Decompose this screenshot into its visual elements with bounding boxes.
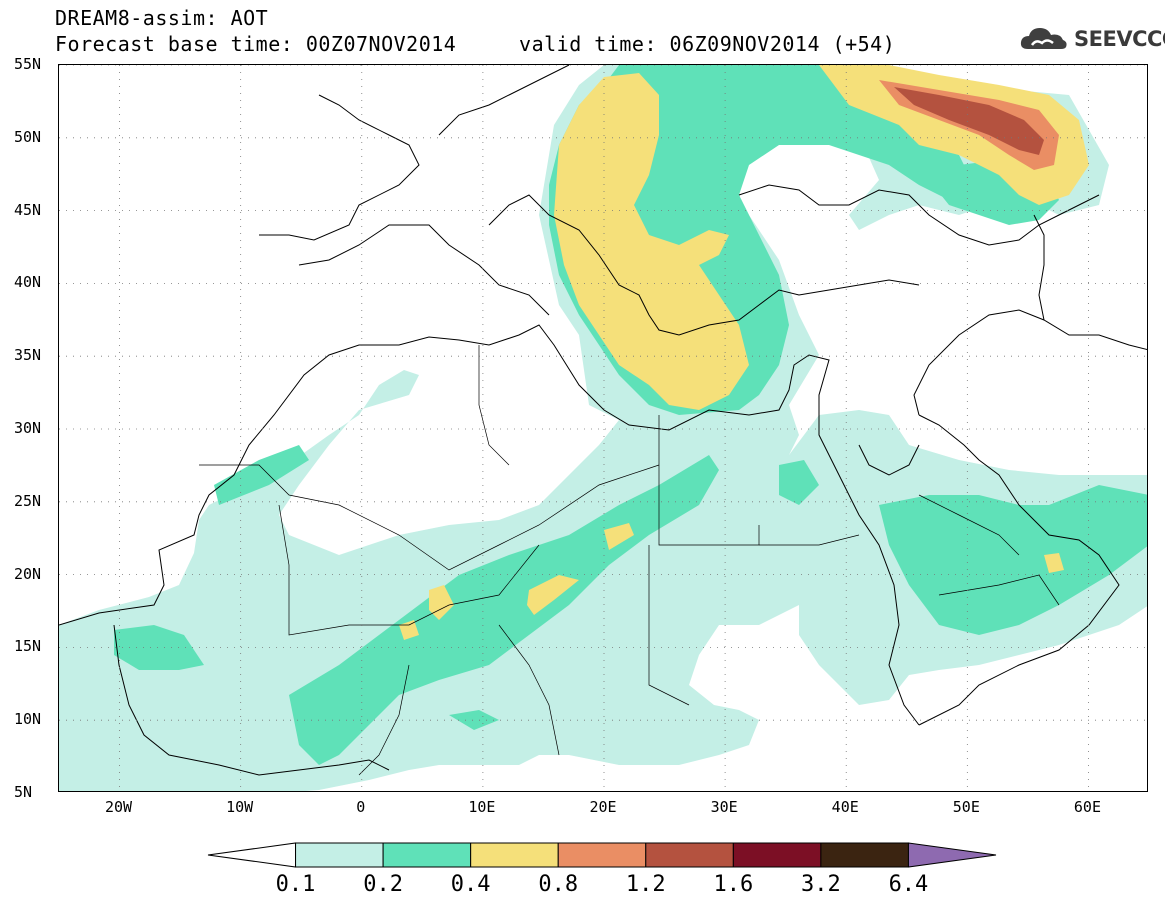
logo-text: SEEVCCC — [1074, 27, 1165, 51]
colorbar-label: 1.2 — [625, 872, 666, 897]
borders — [199, 345, 1060, 776]
map-panel — [58, 64, 1148, 792]
lon-tick-label: 20W — [105, 798, 133, 816]
colorbar-swatch — [907, 842, 997, 868]
grid-lines — [59, 65, 1147, 791]
lon-tick-label: 60E — [1073, 798, 1101, 816]
time-info: Forecast base time: 00Z07NOV2014 valid t… — [55, 32, 895, 56]
colorbar-label: 6.4 — [888, 872, 929, 897]
colorbar-label: 0.4 — [450, 872, 491, 897]
lat-tick-label: 30N — [14, 419, 42, 437]
lon-tick-label: 10E — [468, 798, 496, 816]
lon-tick-label: 30E — [710, 798, 738, 816]
colorbar-label: 1.6 — [713, 872, 754, 897]
lat-tick-label: 40N — [14, 273, 42, 292]
lon-tick-label: 40E — [831, 798, 859, 816]
coastlines — [59, 65, 1147, 776]
lat-tick-label: 45N — [14, 200, 42, 219]
cloud-icon — [1020, 28, 1067, 49]
colorbar-swatch — [645, 842, 734, 868]
colorbar-swatch — [295, 842, 384, 868]
lat-tick-label: 10N — [14, 710, 42, 729]
lat-tick-label: 25N — [14, 491, 42, 510]
map-title: DREAM8-assim: AOT — [55, 6, 269, 30]
lat-tick-label: 15N — [14, 637, 42, 656]
colorbar-swatch — [557, 842, 647, 868]
lat-tick-label: 5N — [14, 783, 33, 801]
aot-0.1-0.2 — [59, 65, 1147, 791]
aot-0.4-0.8 — [399, 65, 1089, 640]
colorbar-swatch — [470, 842, 559, 868]
colorbar-swatch — [732, 842, 822, 868]
aot-1.2-1.6 — [894, 87, 1044, 155]
colorbar-label: 3.2 — [801, 872, 841, 897]
colorbar-label: 0.8 — [538, 872, 579, 897]
lat-tick-label: 55N — [14, 55, 42, 73]
colorbar-swatch — [382, 842, 472, 868]
seevccc-logo: SEEVCCC — [1018, 22, 1165, 56]
colorbar-swatch — [207, 842, 297, 868]
lon-tick-label: 10W — [226, 798, 254, 816]
lat-tick-label: 50N — [14, 127, 42, 146]
lat-tick-label: 35N — [14, 346, 42, 365]
colorbar-label: 0.1 — [275, 872, 316, 897]
lat-tick-label: 20N — [14, 564, 42, 583]
valid-time: valid time: 06Z09NOV2014 (+54) — [519, 32, 896, 56]
colorbar-label: 0.2 — [363, 872, 403, 897]
base-time: Forecast base time: 00Z07NOV2014 — [55, 32, 457, 56]
lon-tick-label: 50E — [952, 798, 980, 816]
map-canvas — [59, 65, 1147, 791]
lon-tick-label: 20E — [589, 798, 617, 816]
colorbar-swatch — [820, 842, 909, 868]
lon-tick-label: 0 — [356, 798, 366, 816]
